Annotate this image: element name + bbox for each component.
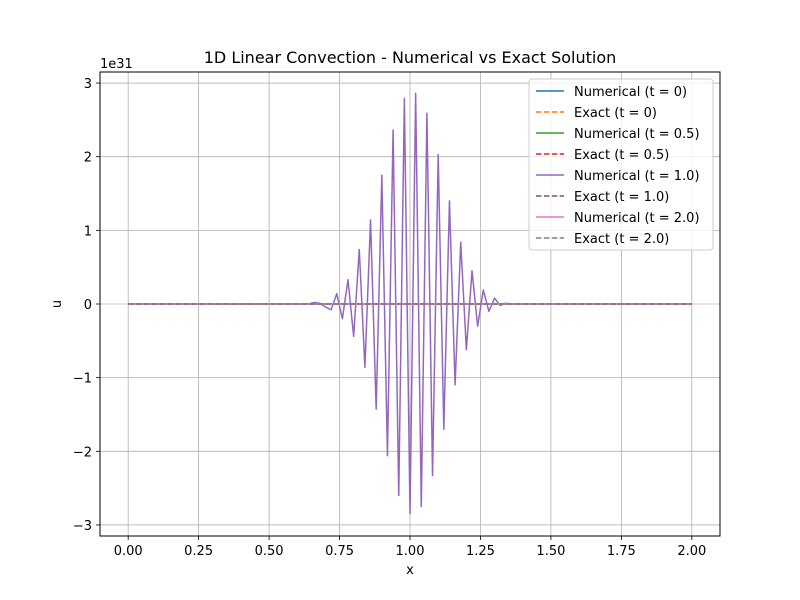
ticks: 0.00 0.25 0.50 0.75 1.00 1.25 1.50 1.75 2.00 −3 −2… xyxy=(73,77,706,559)
legend-label: Exact (t = 0) xyxy=(574,106,657,121)
legend-label: Numerical (t = 1.0) xyxy=(574,169,700,184)
y-tick-label: −3 xyxy=(73,519,92,534)
y-tick-label: 1 xyxy=(84,224,92,239)
x-tick-label: 0.00 xyxy=(114,544,143,559)
legend: Numerical (t = 0) Exact (t = 0) Numerical … xyxy=(528,78,714,251)
legend-label: Numerical (t = 2.0) xyxy=(574,211,700,226)
series-layer xyxy=(128,92,692,515)
y-tick-label: 3 xyxy=(84,77,92,92)
y-tick-label: −2 xyxy=(73,445,92,460)
x-axis-label: x xyxy=(406,563,414,578)
legend-label: Exact (t = 0.5) xyxy=(574,148,669,163)
legend-label: Numerical (t = 0.5) xyxy=(574,127,700,142)
legend-frame xyxy=(528,78,714,251)
y-offset-text: 1e31 xyxy=(100,57,133,72)
chart-title: 1D Linear Convection - Numerical vs Exac… xyxy=(204,48,617,67)
legend-label: Numerical (t = 0) xyxy=(574,85,687,100)
y-tick-label: −1 xyxy=(73,372,92,387)
x-tick-label: 1.75 xyxy=(607,544,636,559)
y-tick-label: 2 xyxy=(84,151,92,166)
series-line-4 xyxy=(128,92,692,515)
legend-label: Exact (t = 1.0) xyxy=(574,190,669,205)
x-tick-label: 1.25 xyxy=(466,544,495,559)
x-tick-label: 2.00 xyxy=(677,544,706,559)
x-tick-label: 0.25 xyxy=(184,544,213,559)
y-axis-label: u xyxy=(50,300,65,308)
x-tick-label: 1.50 xyxy=(536,544,565,559)
x-tick-label: 0.75 xyxy=(325,544,354,559)
legend-label: Exact (t = 2.0) xyxy=(574,232,669,247)
y-tick-label: 0 xyxy=(84,298,92,313)
x-tick-label: 1.00 xyxy=(396,544,425,559)
x-tick-label: 0.50 xyxy=(255,544,284,559)
